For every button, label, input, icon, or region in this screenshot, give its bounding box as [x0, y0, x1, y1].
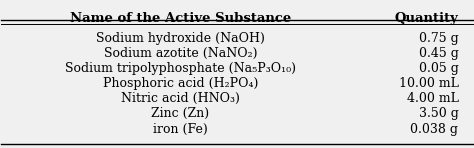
Text: Nitric acid (HNO₃): Nitric acid (HNO₃) — [121, 92, 240, 105]
Text: 0.05 g: 0.05 g — [419, 62, 458, 75]
Text: Name of the Active Substance: Name of the Active Substance — [70, 12, 291, 25]
Text: 10.00 mL: 10.00 mL — [399, 77, 458, 90]
Text: Phosphoric acid (H₂PO₄): Phosphoric acid (H₂PO₄) — [103, 77, 258, 90]
Text: Sodium azotite (NaNO₂): Sodium azotite (NaNO₂) — [104, 47, 257, 60]
Text: 3.50 g: 3.50 g — [419, 107, 458, 120]
Text: 0.45 g: 0.45 g — [419, 47, 458, 60]
Text: Sodium tripolyphosphate (Na₅P₃O₁₀): Sodium tripolyphosphate (Na₅P₃O₁₀) — [65, 62, 296, 75]
Text: Sodium hydroxide (NaOH): Sodium hydroxide (NaOH) — [96, 32, 265, 45]
Text: 0.038 g: 0.038 g — [410, 123, 458, 136]
Text: iron (Fe): iron (Fe) — [153, 123, 208, 136]
Text: Quantity: Quantity — [394, 12, 458, 25]
Text: 4.00 mL: 4.00 mL — [407, 92, 458, 105]
Text: Zinc (Zn): Zinc (Zn) — [151, 107, 210, 120]
Text: 0.75 g: 0.75 g — [419, 32, 458, 45]
